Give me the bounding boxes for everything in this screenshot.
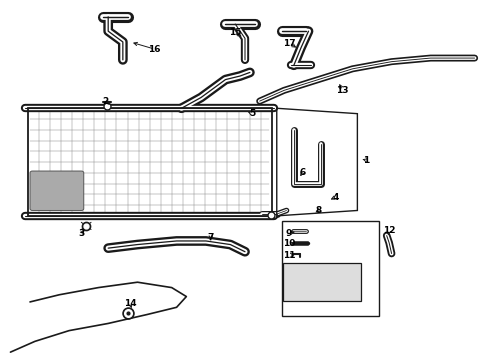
Text: 17: 17 — [283, 39, 295, 48]
Text: 12: 12 — [383, 226, 395, 235]
Text: 11: 11 — [283, 251, 295, 260]
Bar — [27, 108, 272, 216]
Text: 14: 14 — [124, 299, 137, 308]
Text: 16: 16 — [148, 45, 161, 54]
Text: 4: 4 — [332, 193, 339, 202]
FancyBboxPatch shape — [30, 171, 84, 211]
Text: 9: 9 — [286, 229, 292, 238]
Text: 13: 13 — [337, 86, 349, 95]
Text: 8: 8 — [315, 206, 321, 215]
Text: 10: 10 — [283, 239, 295, 248]
Bar — [282, 221, 379, 316]
Text: 5: 5 — [249, 109, 255, 118]
Text: 2: 2 — [102, 96, 109, 105]
Text: 1: 1 — [363, 156, 369, 165]
Text: 3: 3 — [78, 229, 84, 238]
FancyBboxPatch shape — [283, 263, 361, 301]
Text: 15: 15 — [229, 28, 242, 37]
Text: 7: 7 — [208, 233, 214, 242]
Text: 6: 6 — [299, 168, 306, 177]
